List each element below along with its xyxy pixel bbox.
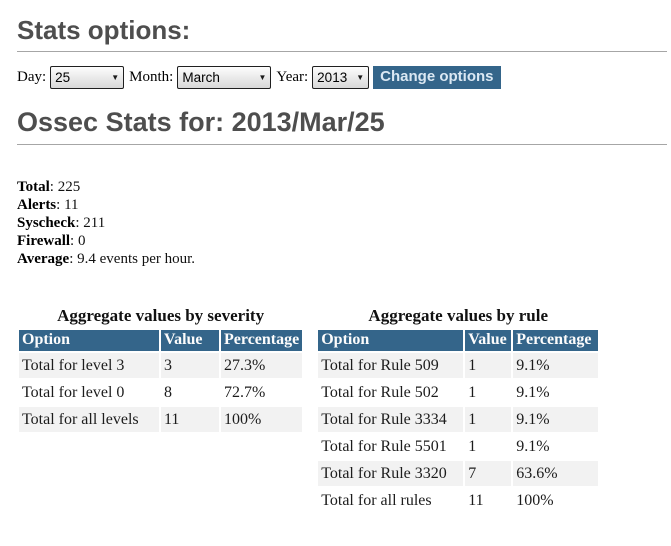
year-select[interactable]: 2013	[312, 66, 370, 89]
stat-separator: :	[56, 197, 65, 213]
option-cell: Total for level 0	[22, 384, 125, 401]
stat-line-syscheck: Syscheck: 211	[17, 214, 667, 232]
value-cell: 1	[465, 407, 512, 432]
percentage-cell: 63.6%	[513, 461, 599, 486]
stat-line-average: Average: 9.4 events per hour.	[17, 250, 667, 268]
column-header-option: Option	[318, 330, 464, 351]
value-cell: 1	[468, 438, 477, 455]
table-header-row: Option Value Percentage	[318, 330, 599, 351]
table-row: Total for Rule 5501 1 9.1%	[318, 434, 598, 459]
table-row: Total for Rule 502 1 9.1%	[318, 380, 598, 405]
table-row: Total for all levels 11 100%	[19, 407, 303, 432]
column-header-value: Value	[161, 330, 219, 351]
aggregate-tables: Aggregate values by severity Option Valu…	[17, 306, 667, 515]
summary-stats: Total: 225 Alerts: 11 Syscheck: 211 Fire…	[17, 178, 667, 268]
percentage-cell: 27.3%	[221, 353, 303, 378]
percentage-cell: 100%	[221, 407, 303, 432]
percentage-cell: 9.1%	[513, 353, 599, 378]
stat-label: Firewall	[17, 233, 71, 249]
stat-line-total: Total: 225	[17, 178, 667, 196]
rule-table: Aggregate values by rule Option Value Pe…	[316, 306, 600, 515]
percentage-cell: 72.7%	[224, 384, 266, 401]
option-cell: Total for Rule 502	[321, 384, 439, 401]
page-title: Ossec Stats for: 2013/Mar/25	[17, 109, 667, 145]
stat-separator: :	[49, 179, 58, 195]
table-row: Total for Rule 3320 7 63.6%	[318, 461, 599, 486]
column-header-percentage: Percentage	[513, 330, 599, 351]
option-cell: Total for Rule 3320	[318, 461, 464, 486]
stat-label: Alerts	[17, 197, 57, 213]
option-cell: Total for all levels	[19, 407, 159, 432]
column-header-percentage: Percentage	[221, 330, 303, 351]
change-options-button[interactable]: Change options	[373, 66, 501, 89]
value-cell: 1	[468, 384, 477, 401]
severity-table: Aggregate values by severity Option Valu…	[17, 306, 304, 434]
table-row: Total for Rule 509 1 9.1%	[318, 353, 599, 378]
table-header-row: Option Value Percentage	[19, 330, 303, 351]
month-label: Month:	[129, 69, 174, 85]
stat-value: 9.4 events per hour.	[77, 251, 196, 267]
percentage-cell: 9.1%	[513, 407, 599, 432]
value-cell: 7	[465, 461, 512, 486]
stat-value: 211	[83, 215, 106, 231]
option-cell: Total for Rule 5501	[321, 438, 447, 455]
rule-table-title: Aggregate values by rule	[368, 306, 549, 325]
stat-value: 11	[64, 197, 79, 213]
value-cell: 11	[468, 492, 484, 509]
option-cell: Total for Rule 3334	[318, 407, 464, 432]
value-cell: 11	[161, 407, 219, 432]
option-cell: Total for level 3	[19, 353, 159, 378]
value-cell: 8	[164, 384, 172, 401]
ossec-stats-page: Stats options: Day: 25 ▼ Month: March ▼ …	[0, 16, 671, 515]
percentage-cell: 100%	[516, 492, 554, 509]
table-row: Total for all rules 11 100%	[318, 488, 598, 513]
value-cell: 1	[465, 353, 512, 378]
stat-value: 225	[57, 179, 81, 195]
column-header-value: Value	[465, 330, 512, 351]
stat-separator: :	[70, 233, 78, 249]
day-label: Day:	[17, 69, 47, 85]
column-header-option: Option	[19, 330, 159, 351]
table-row: Total for Rule 3334 1 9.1%	[318, 407, 599, 432]
table-row: Total for level 3 3 27.3%	[19, 353, 303, 378]
stat-label: Average	[17, 251, 70, 267]
day-select-wrap: 25 ▼	[50, 66, 125, 89]
date-options-form: Day: 25 ▼ Month: March ▼ Year: 2013 ▼ Ch…	[17, 66, 667, 89]
stat-line-firewall: Firewall: 0	[17, 232, 667, 250]
severity-table-title: Aggregate values by severity	[57, 306, 265, 325]
year-select-wrap: 2013 ▼	[312, 66, 370, 89]
month-select-wrap: March ▼	[177, 66, 272, 89]
day-select[interactable]: 25	[50, 66, 125, 89]
percentage-cell: 9.1%	[516, 384, 550, 401]
stat-separator: :	[75, 215, 84, 231]
stat-line-alerts: Alerts: 11	[17, 196, 667, 214]
stat-label: Total	[17, 179, 50, 195]
table-row: Total for level 0 8 72.7%	[19, 380, 302, 405]
option-cell: Total for all rules	[321, 492, 432, 509]
value-cell: 3	[161, 353, 219, 378]
stat-value: 0	[77, 233, 86, 249]
stat-separator: :	[69, 251, 78, 267]
stats-options-heading: Stats options:	[17, 16, 667, 52]
year-label: Year:	[276, 69, 309, 85]
stat-label: Syscheck	[17, 215, 76, 231]
option-cell: Total for Rule 509	[318, 353, 464, 378]
month-select[interactable]: March	[177, 66, 272, 89]
percentage-cell: 9.1%	[516, 438, 550, 455]
